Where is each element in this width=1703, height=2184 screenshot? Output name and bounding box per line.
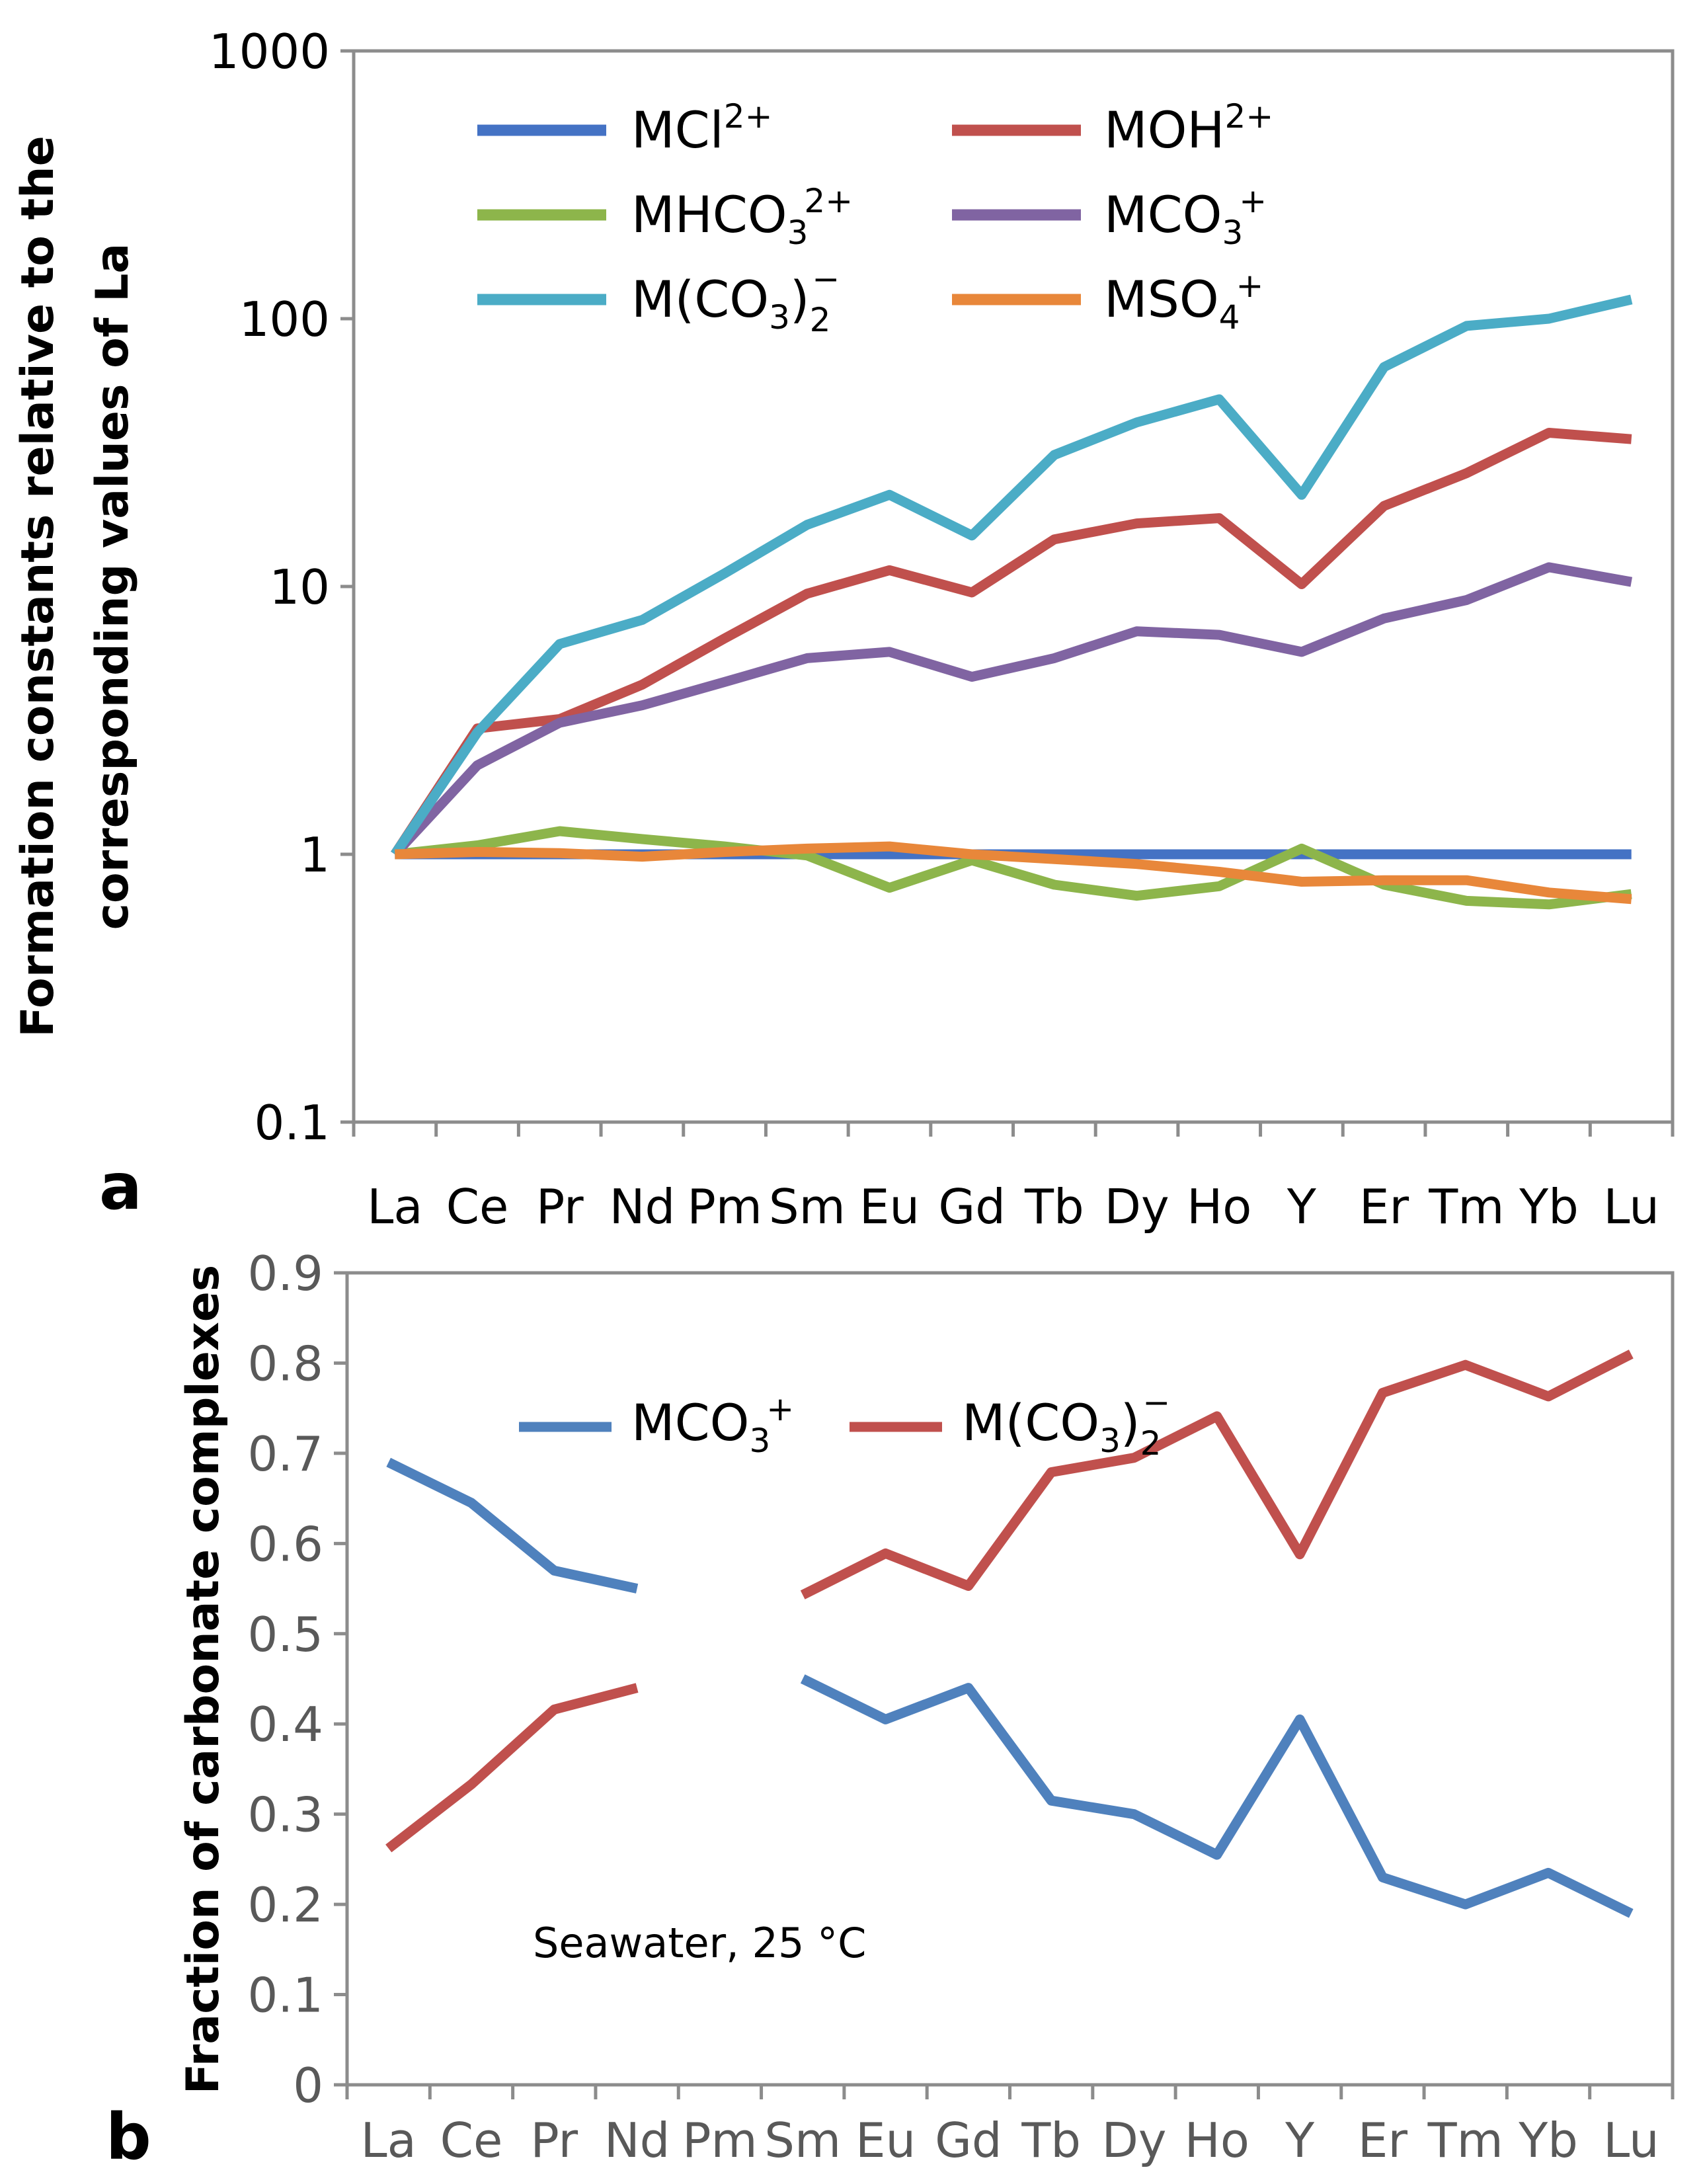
y-tick-label: 0.3 xyxy=(247,1787,323,1843)
y-tick-label: 100 xyxy=(239,292,330,347)
x-tick-label: Gd xyxy=(935,2113,1002,2168)
y-tick-label: 0.1 xyxy=(247,1968,323,2023)
x-tick-label: Sm xyxy=(769,1179,846,1234)
series-line-mco3-2 xyxy=(385,1350,1634,1853)
legend-label: MHCO32+ xyxy=(631,182,853,252)
panel-a-legend: MCl2+ MOH2+ MHCO32+ MCO3+ M(CO3)2− MSO4+ xyxy=(477,97,1273,339)
x-tick-label: Dy xyxy=(1105,1179,1169,1234)
legend-label: MCO3+ xyxy=(1104,182,1267,252)
legend-label: MSO4+ xyxy=(1104,266,1263,337)
legend-label: M(CO3)2− xyxy=(631,260,840,339)
x-tick-label: Er xyxy=(1358,2113,1407,2168)
panel-a-chart: 0.1 1 10 100 1000 La Ce Pr Nd Pm Sm Eu Gd Tb Dy Ho Y Er T… xyxy=(12,24,1675,1234)
x-tick-label: Pr xyxy=(536,1179,584,1234)
x-tick-label: Yb xyxy=(1519,1179,1579,1234)
x-tick-label: Yb xyxy=(1518,2113,1578,2168)
x-tick-label: Tb xyxy=(1024,1179,1084,1234)
y-tick-label: 0 xyxy=(293,2058,323,2113)
panel-a-y-axis-label-line-1: Formation constants relative to the xyxy=(12,136,64,1037)
x-tick-label: Tm xyxy=(1427,2113,1503,2168)
x-tick-label: Pm xyxy=(687,1179,762,1234)
x-tick-label: Ce xyxy=(446,1179,509,1234)
x-tick-label: Ho xyxy=(1185,2113,1249,2168)
x-tick-label: Eu xyxy=(855,2113,916,2168)
x-tick-label: Tm xyxy=(1428,1179,1504,1234)
legend-label: MCO3+ xyxy=(631,1390,794,1460)
x-tick-label: La xyxy=(361,2113,416,2168)
panel-b-y-ticks: 0 0.1 0.2 0.3 0.4 0.5 0.6 0.7 0.8 0.9 xyxy=(247,1246,347,2113)
panel-b-letter: b xyxy=(106,2100,151,2174)
panel-b-annotation: Seawater, 25 °C xyxy=(533,1919,866,1967)
x-tick-label: Er xyxy=(1359,1179,1409,1234)
series-line-mco3-2 xyxy=(391,294,1633,858)
x-tick-label: Ce xyxy=(440,2113,503,2168)
series-line-mco3 xyxy=(391,562,1633,858)
panel-a-series xyxy=(391,294,1633,910)
x-tick-label: Gd xyxy=(938,1179,1006,1234)
x-tick-label: Y xyxy=(1287,1179,1317,1234)
panel-a-y-ticks: 0.1 1 10 100 1000 xyxy=(209,24,354,1151)
x-tick-label: Eu xyxy=(859,1179,920,1234)
legend-label: M(CO3)2− xyxy=(962,1383,1170,1463)
y-tick-label: 0.8 xyxy=(247,1336,323,1391)
y-tick-label: 0.4 xyxy=(247,1697,323,1752)
panel-b-y-axis-label: Fraction of carbonate complexes xyxy=(177,1265,229,2095)
panel-b-legend: MCO3+ M(CO3)2− xyxy=(519,1383,1170,1463)
panel-a-letter: a xyxy=(99,1150,142,1224)
panel-b-chart: 00.10.20.30.40.50.60.70.80.9 La Ce Pr Nd Pm S… xyxy=(106,1246,1675,2174)
x-tick-label: Tb xyxy=(1021,2113,1081,2168)
panel-b-series xyxy=(385,1350,1634,1918)
legend-label: MCl2+ xyxy=(631,97,772,159)
series-line-mso4 xyxy=(395,841,1632,905)
x-tick-label: Nd xyxy=(610,1179,676,1234)
panel-a-x-ticks: La Ce Pr Nd Pm Sm Eu Gd Tb Dy Ho Y Er Tm Yb Lu xyxy=(352,1122,1675,1234)
y-tick-label: 1000 xyxy=(209,24,330,79)
x-tick-label: Lu xyxy=(1603,2113,1659,2168)
x-tick-label: Lu xyxy=(1603,1179,1659,1234)
y-tick-label: 1 xyxy=(299,827,330,883)
series-line-mco3 xyxy=(386,1457,1634,1918)
x-tick-label: Ho xyxy=(1187,1179,1251,1234)
series-line-moh xyxy=(391,428,1632,858)
x-tick-label: Nd xyxy=(604,2113,670,2168)
x-tick-label: Sm xyxy=(764,2113,841,2168)
y-tick-label: 0.2 xyxy=(247,1877,323,1933)
y-tick-label: 0.7 xyxy=(247,1426,323,1482)
y-tick-label: 0.5 xyxy=(247,1607,323,1662)
y-tick-label: 10 xyxy=(269,559,330,615)
x-tick-label: Pr xyxy=(530,2113,578,2168)
panel-b-x-ticks: La Ce Pr Nd Pm Sm Eu Gd Tb Dy Ho Y Er Tm Yb Lu xyxy=(345,2085,1675,2168)
x-tick-label: Pm xyxy=(682,2113,758,2168)
y-tick-label: 0.1 xyxy=(254,1095,330,1151)
y-tick-label: 0.9 xyxy=(247,1246,323,1301)
series-line-mhco3 xyxy=(394,826,1632,910)
x-tick-label: Dy xyxy=(1101,2113,1166,2168)
panel-a-y-axis-label-line-2: corresponding values of La xyxy=(87,243,139,930)
x-tick-label: Y xyxy=(1285,2113,1315,2168)
legend-label: MOH2+ xyxy=(1104,97,1273,159)
y-tick-label: 0.6 xyxy=(247,1516,323,1572)
x-tick-label: La xyxy=(367,1179,422,1234)
